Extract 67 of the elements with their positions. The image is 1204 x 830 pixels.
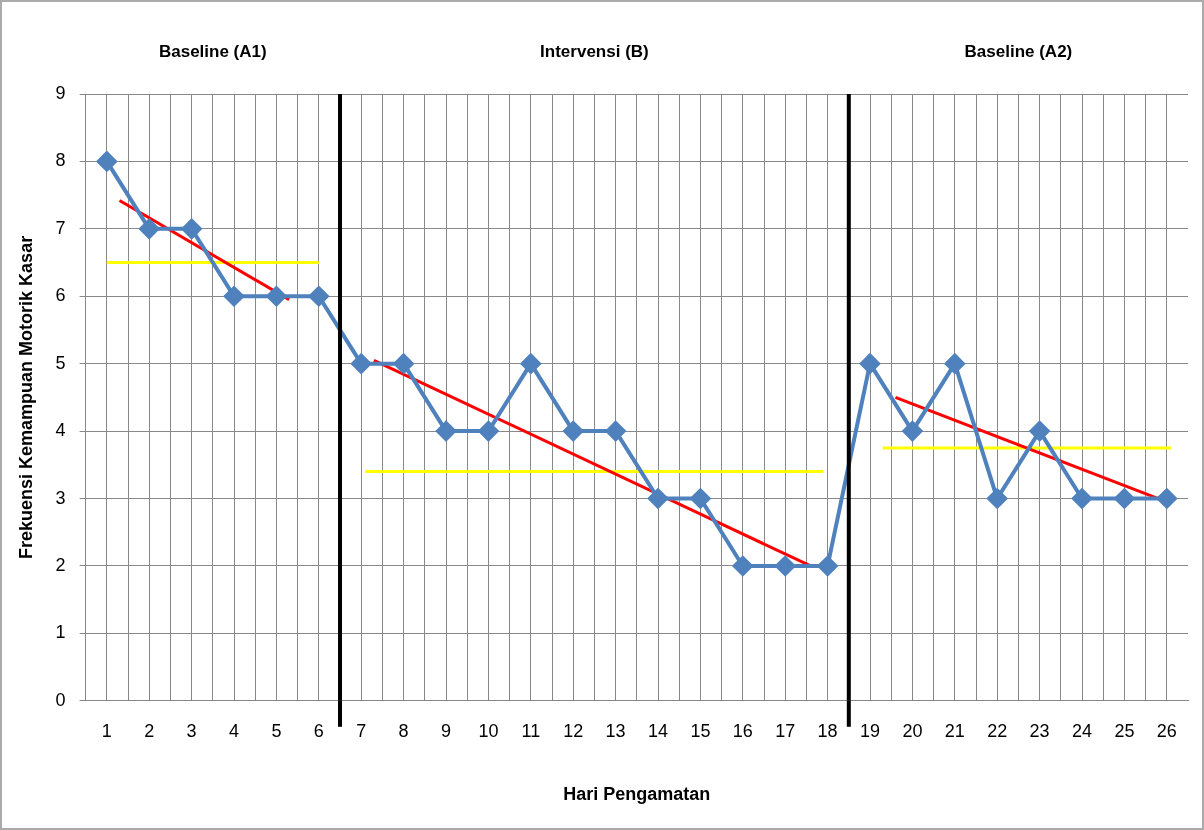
x-tick-label: 16 bbox=[732, 720, 753, 741]
x-tick-label: 6 bbox=[313, 720, 324, 741]
point bbox=[139, 218, 160, 239]
point bbox=[393, 353, 414, 374]
point bbox=[648, 488, 669, 509]
point bbox=[944, 353, 965, 374]
y-tick-label: 9 bbox=[55, 82, 66, 103]
x-tick-label: 9 bbox=[441, 720, 452, 741]
x-tick-label: 13 bbox=[605, 720, 626, 741]
y-tick-label: 4 bbox=[55, 420, 66, 441]
x-tick-label: 25 bbox=[1114, 720, 1135, 741]
x-tick-label: 15 bbox=[690, 720, 711, 741]
point bbox=[478, 421, 499, 442]
point bbox=[308, 286, 329, 307]
point bbox=[732, 555, 753, 576]
point bbox=[775, 555, 796, 576]
y-tick-label: 6 bbox=[55, 285, 66, 306]
point bbox=[1114, 488, 1135, 509]
point bbox=[1029, 421, 1050, 442]
point bbox=[563, 421, 584, 442]
x-tick-label: 5 bbox=[271, 720, 282, 741]
point bbox=[605, 421, 626, 442]
point bbox=[987, 488, 1008, 509]
point bbox=[817, 555, 838, 576]
x-tick-label: 21 bbox=[944, 720, 965, 741]
x-tick-label: 18 bbox=[817, 720, 838, 741]
text: Baseline (A1) bbox=[158, 41, 267, 61]
y-tick-label: 5 bbox=[55, 352, 66, 373]
x-tick-label: 14 bbox=[647, 720, 669, 741]
point bbox=[181, 218, 202, 239]
x-tick-label: 3 bbox=[186, 720, 197, 741]
x-tick-label: 10 bbox=[478, 720, 499, 741]
text: Baseline (A2) bbox=[964, 41, 1073, 61]
point bbox=[1156, 488, 1177, 509]
x-tick-label: 17 bbox=[775, 720, 796, 741]
x-tick-label: 26 bbox=[1156, 720, 1177, 741]
x-tick-label: 20 bbox=[902, 720, 923, 741]
x-tick-label: 11 bbox=[521, 720, 541, 741]
point bbox=[96, 151, 117, 172]
y-tick-label: 2 bbox=[55, 554, 66, 575]
x-tick-label: 12 bbox=[563, 720, 584, 741]
x-axis-title: Hari Pengamatan bbox=[563, 784, 711, 805]
point bbox=[351, 353, 372, 374]
x-tick-label: 8 bbox=[398, 720, 409, 741]
x-tick-label: 19 bbox=[859, 720, 881, 741]
text: Intervensi (B) bbox=[540, 41, 649, 61]
x-tick-label: 24 bbox=[1071, 720, 1093, 741]
y-tick-label: 0 bbox=[55, 689, 66, 710]
point bbox=[690, 488, 711, 509]
point bbox=[436, 421, 457, 442]
x-tick-label: 2 bbox=[144, 720, 155, 741]
point bbox=[902, 421, 923, 442]
point bbox=[1072, 488, 1092, 509]
x-tick-label: 7 bbox=[356, 720, 367, 741]
point bbox=[520, 353, 541, 374]
point bbox=[224, 286, 245, 307]
point bbox=[860, 353, 880, 374]
x-tick-label: 4 bbox=[229, 720, 240, 741]
x-tick-label: 22 bbox=[987, 720, 1008, 741]
y-tick-label: 3 bbox=[55, 487, 66, 508]
x-tick-label: 23 bbox=[1029, 720, 1050, 741]
y-tick-label: 8 bbox=[55, 150, 66, 171]
y-axis-title: Frekuensi Kemampuan Motorik Kasar bbox=[15, 235, 36, 559]
y-tick-label: 7 bbox=[55, 217, 66, 238]
y-tick-label: 1 bbox=[55, 622, 66, 643]
point bbox=[266, 286, 287, 307]
x-tick-label: 1 bbox=[101, 720, 112, 741]
